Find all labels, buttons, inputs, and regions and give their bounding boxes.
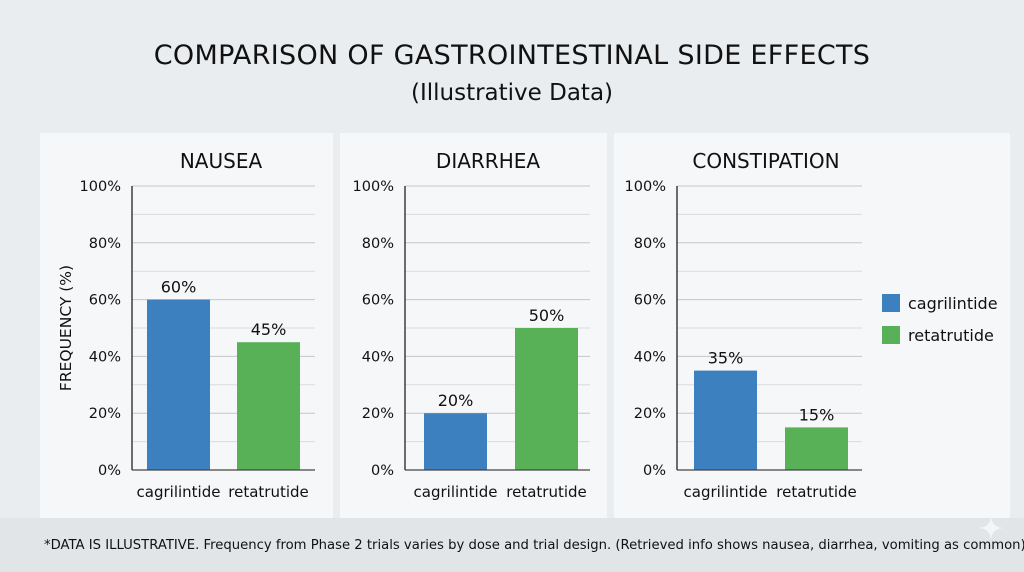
data-label: 60%: [161, 278, 197, 297]
data-label: 50%: [529, 306, 565, 325]
y-tick-label: 80%: [634, 236, 666, 252]
y-tick-label: 20%: [89, 406, 121, 422]
chart-subtitle: (Illustrative Data): [410, 80, 614, 106]
y-tick-label: 60%: [362, 293, 394, 309]
bar-constipation-retatrutide: [785, 427, 848, 470]
y-tick-label: 100%: [80, 179, 121, 195]
data-label: 35%: [708, 349, 744, 368]
x-tick-label: cagrilintide: [414, 483, 498, 501]
bar-nausea-retatrutide: [237, 342, 300, 470]
y-tick-label: 0%: [98, 463, 121, 479]
bar-constipation-cagrilintide: [694, 370, 757, 470]
x-tick-label: retatrutide: [776, 483, 857, 501]
y-tick-label: 60%: [634, 293, 666, 309]
x-tick-label: retatrutide: [228, 483, 309, 501]
y-tick-label: 40%: [89, 349, 121, 365]
y-tick-label: 40%: [362, 349, 394, 365]
y-tick-label: 100%: [353, 179, 394, 195]
legend-label-retatrutide: retatrutide: [908, 326, 994, 345]
data-label: 15%: [799, 405, 835, 424]
x-tick-label: cagrilintide: [137, 483, 221, 501]
bar-nausea-cagrilintide: [147, 299, 210, 470]
y-tick-label: 20%: [362, 406, 394, 422]
legend-label-cagrilintide: cagrilintide: [908, 294, 998, 313]
y-axis-label: FREQUENCY (%): [57, 265, 75, 391]
bar-diarrhea-retatrutide: [515, 328, 578, 470]
y-tick-label: 0%: [371, 463, 394, 479]
panel-title-nausea: NAUSEA: [180, 149, 263, 173]
y-tick-label: 0%: [643, 463, 666, 479]
data-label: 20%: [438, 391, 474, 410]
data-label: 45%: [251, 320, 287, 339]
chart-title: COMPARISON OF GASTROINTESTINAL SIDE EFFE…: [153, 40, 871, 71]
y-tick-label: 100%: [625, 179, 666, 195]
x-tick-label: retatrutide: [506, 483, 587, 501]
footer-band: [0, 518, 1024, 572]
y-tick-label: 60%: [89, 293, 121, 309]
y-tick-label: 40%: [634, 349, 666, 365]
y-tick-label: 80%: [89, 236, 121, 252]
panel-title-constipation: CONSTIPATION: [692, 149, 839, 173]
legend-swatch-retatrutide: [882, 326, 900, 344]
y-tick-label: 80%: [362, 236, 394, 252]
bar-diarrhea-cagrilintide: [424, 413, 487, 470]
panel-title-diarrhea: DIARRHEA: [436, 149, 540, 173]
legend-swatch-cagrilintide: [882, 294, 900, 312]
footnote: *DATA IS ILLUSTRATIVE. Frequency from Ph…: [44, 538, 1024, 553]
x-tick-label: cagrilintide: [684, 483, 768, 501]
y-tick-label: 20%: [634, 406, 666, 422]
sparkle-icon: [979, 516, 1003, 540]
